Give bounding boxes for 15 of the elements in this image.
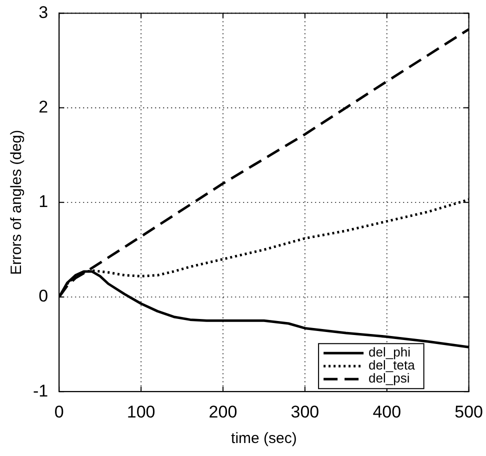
- x-tick-label: 0: [54, 402, 64, 422]
- y-tick-label: 3: [38, 2, 48, 22]
- y-axis-title: Errors of angles (deg): [8, 130, 26, 275]
- x-tick-label: 300: [290, 402, 320, 422]
- legend-label: del_phi: [368, 344, 411, 360]
- y-tick-label: 0: [38, 286, 48, 306]
- x-axis-title: time (sec): [231, 430, 297, 448]
- legend-label: del_psi: [368, 370, 410, 386]
- x-tick-label: 500: [454, 402, 484, 422]
- y-tick-label: -1: [32, 381, 48, 400]
- y-tick-label: 2: [38, 97, 48, 116]
- x-tick-label: 400: [372, 402, 402, 422]
- x-tick-label: 200: [208, 402, 238, 422]
- y-tick-label: 1: [38, 192, 48, 212]
- x-tick-label: 100: [126, 402, 156, 422]
